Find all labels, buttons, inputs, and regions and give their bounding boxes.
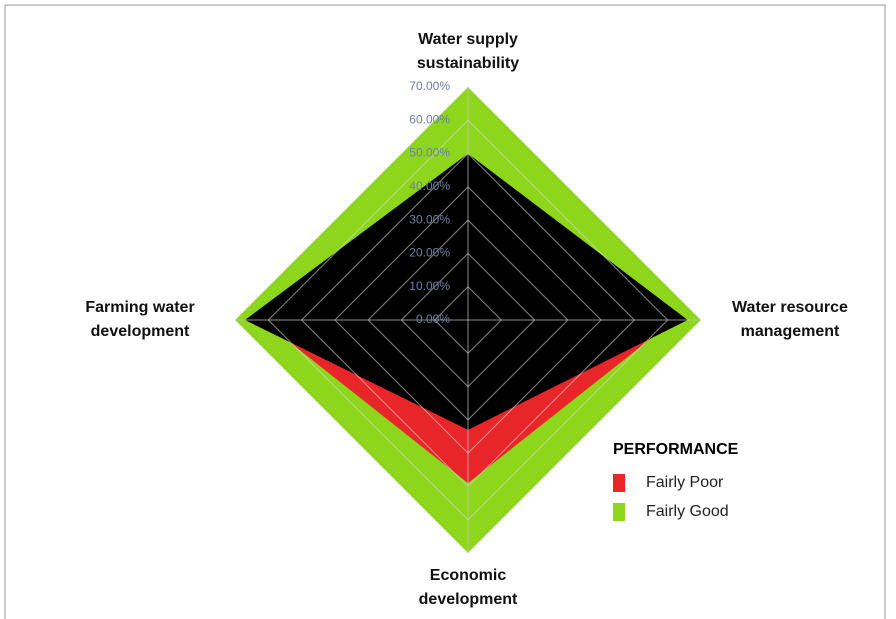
y-tick-label: 60.00%	[409, 112, 450, 126]
category-label: Farming water development	[85, 299, 195, 340]
y-tick-label: 30.00%	[409, 212, 450, 226]
y-tick-label: 10.00%	[409, 279, 450, 293]
legend-swatch	[613, 474, 625, 492]
y-tick-label: 70.00%	[409, 79, 450, 93]
category-label: Water supply sustainability	[416, 31, 520, 72]
y-tick-label: 40.00%	[409, 179, 450, 193]
category-label: Economic development	[418, 567, 518, 608]
y-tick-label: 0.00%	[416, 312, 450, 326]
category-label: Water resource management	[732, 299, 848, 340]
series-area	[244, 153, 688, 430]
legend-swatch	[613, 503, 625, 521]
y-tick-label: 50.00%	[409, 146, 450, 160]
frame	[4, 4, 886, 619]
legend-label: Fairly Good	[646, 503, 729, 520]
legend-title: PERFORMANCE	[613, 441, 739, 458]
legend-label: Fairly Poor	[646, 474, 724, 491]
y-tick-label: 20.00%	[409, 246, 450, 260]
